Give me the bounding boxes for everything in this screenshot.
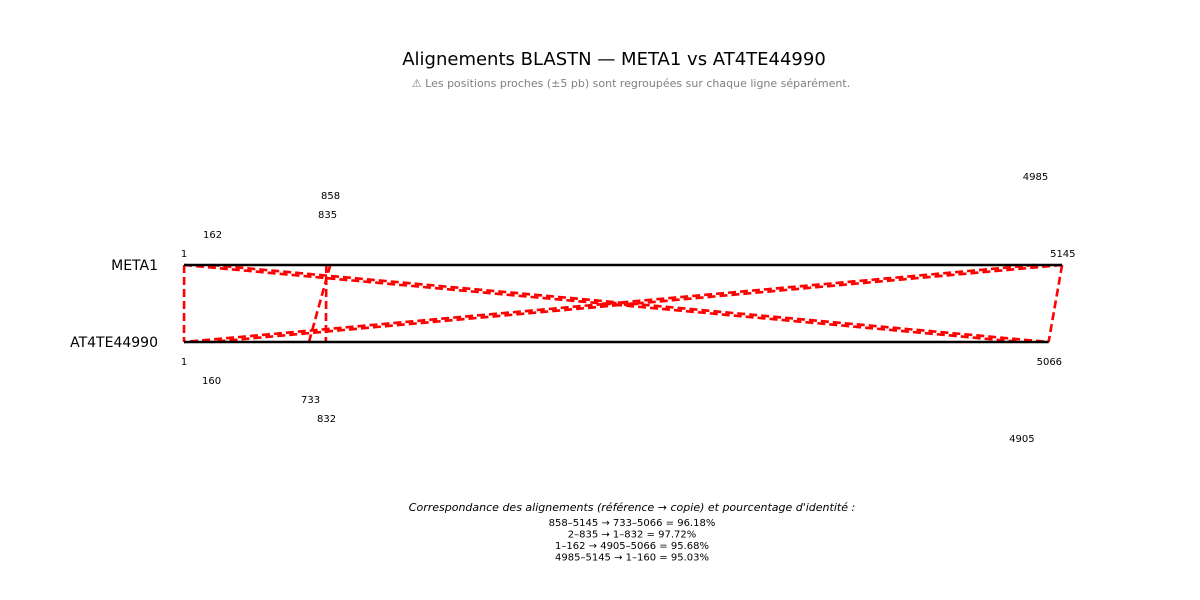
reference-position-label: 858 [321, 191, 340, 202]
query-position-label: 5066 [1037, 357, 1062, 368]
query-position-label: 160 [202, 376, 221, 387]
reference-position-label: 162 [203, 230, 222, 241]
query-position-label: 4905 [1009, 434, 1034, 445]
legend-line: 1–162 → 4905–5066 = 95.68% [555, 541, 709, 552]
alignment-4-start-link [183, 263, 1035, 344]
chart-title: Alignements BLASTN — META1 vs AT4TE44990 [402, 49, 826, 70]
alignment-1-end-link [1047, 264, 1064, 343]
reference-track-label: META1 [111, 258, 158, 274]
position-labels: 1 162 835 858 4985 5145 1 160 733 832 4905 5066 [181, 172, 1076, 445]
query-position-label: 1 [181, 357, 187, 368]
sequence-tracks [184, 263, 1063, 344]
query-position-label: 832 [317, 414, 336, 425]
reference-position-label: 1 [181, 249, 187, 260]
alignment-4 [183, 263, 1063, 344]
query-track-label: AT4TE44990 [70, 335, 158, 351]
legend-lines: 858–5145 → 733–5066 = 96.18%2–835 → 1–83… [549, 518, 716, 564]
legend-line: 4985–5145 → 1–160 = 95.03% [555, 553, 709, 564]
reference-position-label: 5145 [1050, 249, 1075, 260]
alignment-1 [307, 264, 1064, 343]
alignment-4-end-link [211, 263, 1063, 344]
reference-position-label: 835 [318, 210, 337, 221]
reference-position-label: 4985 [1023, 172, 1048, 183]
legend-line: 858–5145 → 733–5066 = 96.18% [549, 518, 716, 529]
alignment-links [182, 263, 1064, 344]
chart-subtitle: ⚠ Les positions proches (±5 pb) sont reg… [412, 77, 850, 90]
query-position-label: 733 [301, 395, 320, 406]
legend-line: 2–835 → 1–832 = 97.72% [568, 530, 697, 541]
legend-title: Correspondance des alignements (référenc… [409, 501, 855, 514]
